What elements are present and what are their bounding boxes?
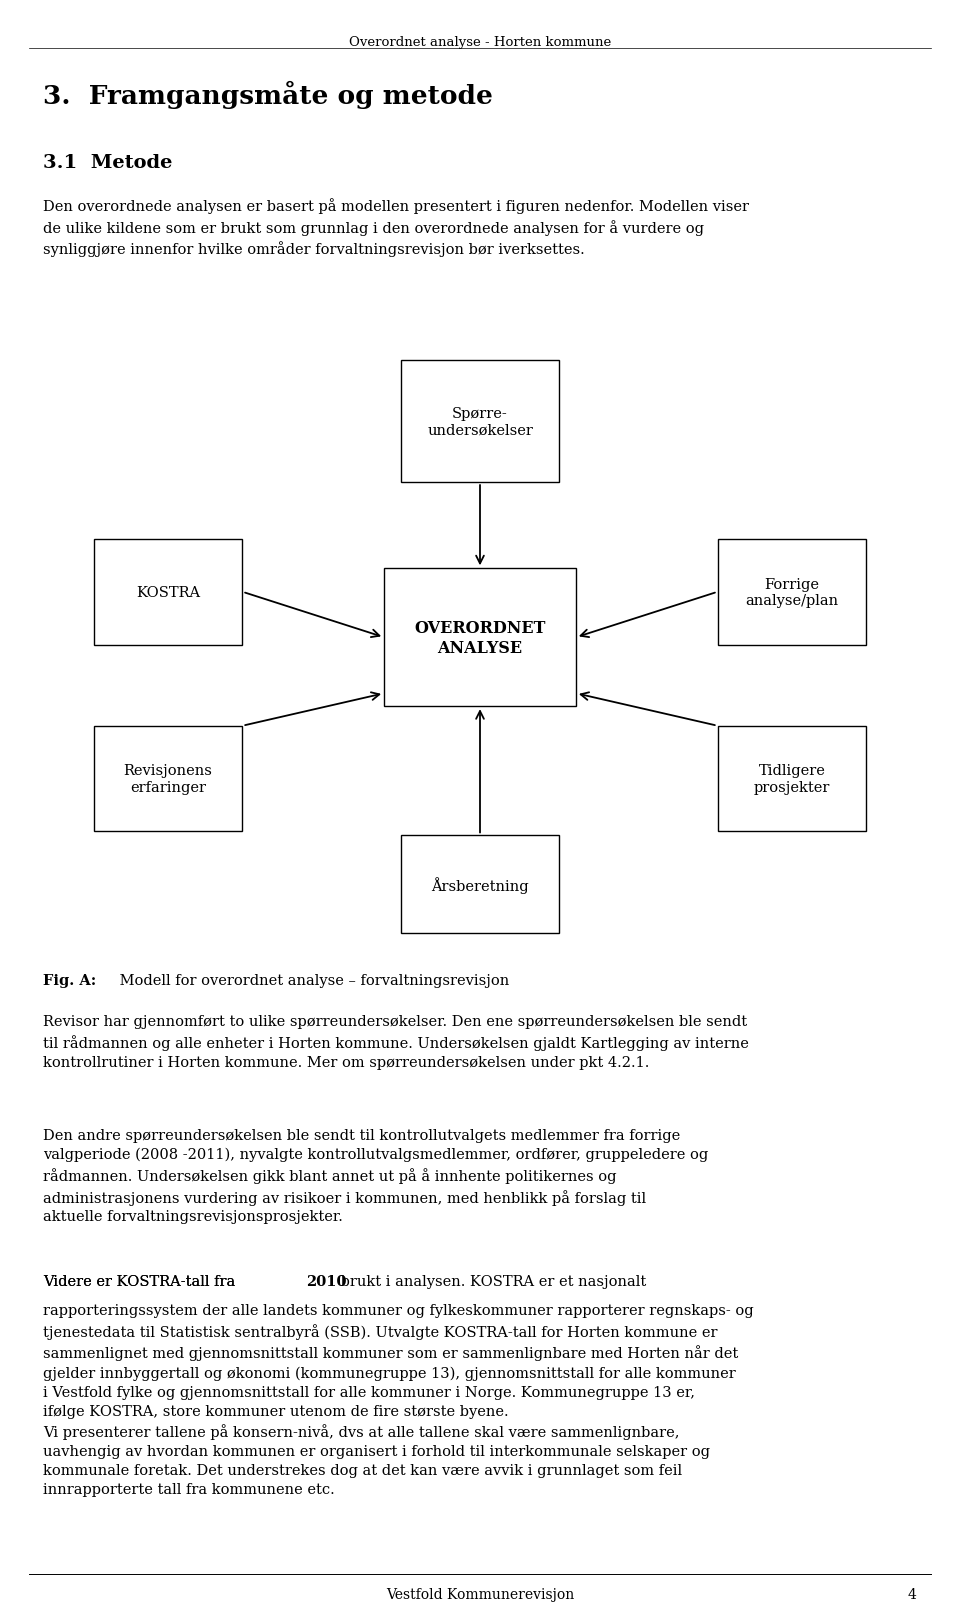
Text: Revisjonens
erfaringer: Revisjonens erfaringer bbox=[124, 764, 212, 794]
FancyBboxPatch shape bbox=[384, 570, 576, 708]
Text: KOSTRA: KOSTRA bbox=[136, 586, 200, 599]
Text: Den andre spørreundersøkelsen ble sendt til kontrollutvalgets medlemmer fra forr: Den andre spørreundersøkelsen ble sendt … bbox=[43, 1128, 708, 1224]
FancyBboxPatch shape bbox=[93, 539, 242, 644]
FancyBboxPatch shape bbox=[93, 727, 242, 831]
Text: Overordnet analyse - Horten kommune: Overordnet analyse - Horten kommune bbox=[348, 36, 612, 49]
Text: 4: 4 bbox=[908, 1587, 917, 1602]
Text: OVERORDNET
ANALYSE: OVERORDNET ANALYSE bbox=[415, 620, 545, 656]
Text: 3.1  Metode: 3.1 Metode bbox=[43, 154, 173, 172]
Text: Den overordnede analysen er basert på modellen presentert i figuren nedenfor. Mo: Den overordnede analysen er basert på mo… bbox=[43, 198, 749, 256]
Text: Spørre-
undersøkelser: Spørre- undersøkelser bbox=[427, 407, 533, 437]
Text: Revisor har gjennomført to ulike spørreundersøkelser. Den ene spørreundersøkelse: Revisor har gjennomført to ulike spørreu… bbox=[43, 1014, 749, 1070]
Text: brukt i analysen. KOSTRA er et nasjonalt: brukt i analysen. KOSTRA er et nasjonalt bbox=[336, 1274, 646, 1289]
FancyBboxPatch shape bbox=[400, 836, 559, 933]
Text: Fig. A:: Fig. A: bbox=[43, 974, 96, 988]
Text: 3.  Framgangsmåte og metode: 3. Framgangsmåte og metode bbox=[43, 81, 493, 109]
Text: Forrige
analyse/plan: Forrige analyse/plan bbox=[745, 578, 839, 607]
FancyBboxPatch shape bbox=[717, 727, 866, 831]
Text: Modell for overordnet analyse – forvaltningsrevisjon: Modell for overordnet analyse – forvaltn… bbox=[115, 974, 510, 988]
Text: 2010: 2010 bbox=[305, 1274, 347, 1289]
Text: Videre er KOSTRA-tall fra: Videre er KOSTRA-tall fra bbox=[43, 1274, 240, 1289]
FancyBboxPatch shape bbox=[400, 360, 559, 482]
Text: rapporteringssystem der alle landets kommuner og fylkeskommuner rapporterer regn: rapporteringssystem der alle landets kom… bbox=[43, 1303, 754, 1496]
Text: Vestfold Kommunerevisjon: Vestfold Kommunerevisjon bbox=[386, 1587, 574, 1602]
Text: Tidligere
prosjekter: Tidligere prosjekter bbox=[754, 764, 830, 794]
Text: Årsberetning: Årsberetning bbox=[431, 876, 529, 893]
FancyBboxPatch shape bbox=[717, 539, 866, 644]
Text: Videre er KOSTRA-tall fra: Videre er KOSTRA-tall fra bbox=[43, 1274, 240, 1289]
